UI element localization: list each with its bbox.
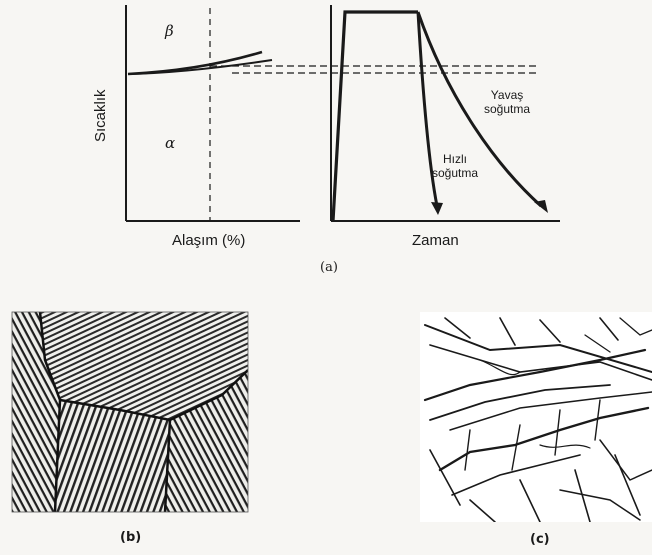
slow-cooling-curve bbox=[416, 11, 543, 208]
caption-b: (b) bbox=[120, 530, 142, 545]
slow-cooling-arrowhead bbox=[534, 200, 548, 213]
alloy-axis-label: Alaşım (%) bbox=[172, 232, 246, 249]
grain-colony-top bbox=[40, 312, 248, 420]
fast-cooling-label: Hızlı soğutma bbox=[432, 152, 478, 180]
fast-cooling-arrowhead bbox=[431, 202, 443, 215]
grain-colony-bottom bbox=[55, 400, 170, 512]
fast-cooling-curve bbox=[416, 11, 439, 207]
time-axis-label: Zaman bbox=[412, 232, 459, 249]
fast-cooling-label-line1: Hızlı bbox=[443, 152, 468, 166]
acicular-structure bbox=[420, 312, 652, 522]
caption-a: (a) bbox=[320, 260, 338, 275]
beta-phase-label: β bbox=[165, 22, 174, 40]
slow-cooling-label-line2: soğutma bbox=[484, 102, 531, 116]
heat-treatment-curve bbox=[331, 10, 418, 222]
fast-cooling-label-line2: soğutma bbox=[432, 166, 479, 180]
temperature-axis-label: Sıcaklık bbox=[92, 89, 109, 142]
slow-cooling-label-line1: Yavaş bbox=[490, 88, 524, 102]
grain-colony-left bbox=[12, 312, 60, 512]
slow-cooling-label: Yavaş soğutma bbox=[484, 88, 530, 116]
transus-lower-curve bbox=[127, 59, 273, 75]
grain-boundaries bbox=[38, 312, 248, 512]
caption-c: (c) bbox=[530, 532, 550, 547]
alpha-phase-label: α bbox=[165, 134, 176, 152]
grain-colony-right bbox=[165, 370, 248, 512]
